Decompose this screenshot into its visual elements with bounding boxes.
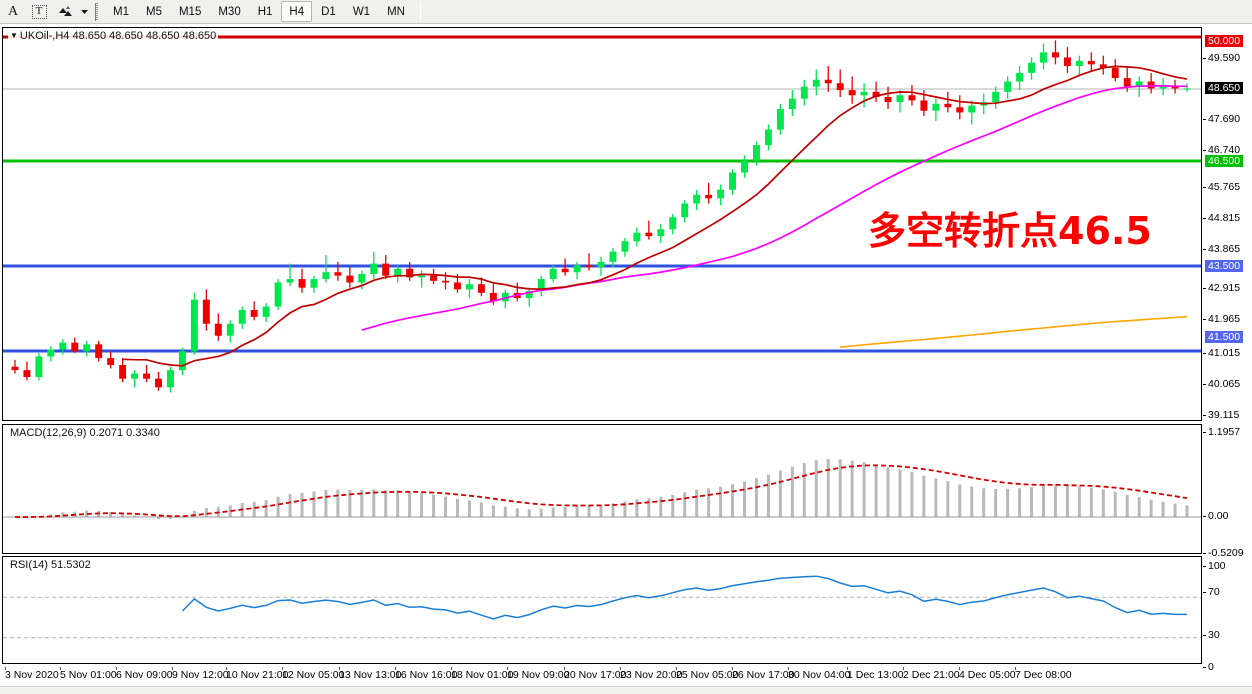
timeframe-w1[interactable]: W1 — [352, 5, 371, 18]
time-tick — [451, 667, 452, 670]
drawing-toolbar: A T M1 M5 M15 M30 H1 H4 D1 W1 MN — [0, 0, 1252, 24]
rsi-line — [181, 575, 1187, 620]
axis-badge-41.500: 41.500 — [1205, 331, 1244, 343]
time-axis-label: 26 Nov 17:00 — [732, 669, 795, 681]
time-tick — [60, 667, 61, 670]
macd-panel[interactable]: MACD(12,26,9) 0.2071 0.3340 — [2, 424, 1202, 554]
time-tick — [395, 667, 396, 670]
time-tick — [676, 667, 677, 670]
time-tick — [116, 667, 117, 670]
time-axis-label: 19 Nov 09:00 — [507, 669, 570, 681]
timeframe-mn[interactable]: MN — [387, 5, 405, 18]
axis-tick-46.740: 46.740 — [1203, 145, 1240, 155]
rsi-panel[interactable]: RSI(14) 51.5302 — [2, 556, 1202, 664]
shapes-icon[interactable] — [52, 1, 78, 23]
macd-panel-header: MACD(12,26,9) 0.2071 0.3340 — [8, 427, 162, 439]
timeframe-m1[interactable]: M1 — [113, 5, 129, 18]
time-tick — [339, 667, 340, 670]
ma-line — [122, 65, 1188, 367]
axis-tick-41.965: 41.965 — [1203, 314, 1240, 324]
axis-tick-43.865: 43.865 — [1203, 244, 1240, 254]
rsi-panel-header: RSI(14) 51.5302 — [8, 559, 93, 571]
price-panel[interactable]: ▼ UKOil-,H4 48.650 48.650 48.650 48.650 — [2, 27, 1202, 421]
price-panel-header: ▼ UKOil-,H4 48.650 48.650 48.650 48.650 — [8, 30, 219, 42]
axis-tick-1.1957: 1.1957 — [1203, 427, 1240, 437]
time-axis-label: 13 Nov 13:00 — [339, 669, 402, 681]
time-axis-label: 7 Dec 08:00 — [1015, 669, 1072, 681]
axis-tick-100: 100 — [1203, 561, 1226, 571]
time-tick — [1015, 667, 1016, 670]
time-tick — [564, 667, 565, 670]
time-axis-label: 6 Nov 09:00 — [116, 669, 173, 681]
axis-badge-46.500: 46.500 — [1205, 155, 1244, 167]
timeframe-h4[interactable]: H4 — [281, 1, 313, 22]
time-axis-label: 3 Nov 2020 — [5, 669, 59, 681]
axis-tick-39.115: 39.115 — [1203, 410, 1239, 420]
time-tick — [959, 667, 960, 670]
axis-badge-43.500: 43.500 — [1205, 260, 1244, 272]
macd-signal-line — [14, 464, 1188, 519]
rsi-axis[interactable]: 100 70 30 0 — [1203, 556, 1252, 672]
timeframe-m30[interactable]: M30 — [218, 5, 241, 18]
time-axis-label: 1 Dec 13:00 — [847, 669, 904, 681]
axis-tick-49.590: 49.590 — [1203, 53, 1240, 63]
chevron-down-icon[interactable] — [78, 1, 90, 23]
status-strip — [0, 686, 1252, 694]
axis-tick-47.690: 47.690 — [1203, 114, 1240, 124]
time-axis-label: 2 Dec 21:00 — [903, 669, 960, 681]
time-axis-label: 16 Nov 16:00 — [395, 669, 458, 681]
text-label-icon[interactable]: A — [7, 3, 19, 19]
time-tick — [788, 667, 789, 670]
time-tick — [5, 667, 6, 670]
time-axis-label: 5 Nov 01:00 — [60, 669, 117, 681]
time-axis-label: 30 Nov 04:00 — [788, 669, 851, 681]
axis-tick-30: 30 — [1203, 630, 1220, 640]
axis-tick-40.065: 40.065 — [1203, 379, 1240, 389]
time-tick — [172, 667, 173, 670]
time-axis-label: 20 Nov 17:00 — [564, 669, 627, 681]
time-tick — [903, 667, 904, 670]
macd-plot — [3, 459, 1201, 520]
time-axis-label: 12 Nov 05:00 — [282, 669, 345, 681]
time-tick — [226, 667, 227, 670]
rsi-plot — [3, 575, 1201, 639]
time-axis-label: 23 Nov 20:00 — [620, 669, 683, 681]
timeframe-d1[interactable]: D1 — [321, 5, 336, 18]
chart-area: ▼ UKOil-,H4 48.650 48.650 48.650 48.650 M… — [0, 25, 1252, 694]
ma-line — [361, 85, 1188, 331]
axis-tick--0.5209: -0.5209 — [1203, 548, 1244, 558]
time-axis-label: 9 Nov 12:00 — [172, 669, 229, 681]
timeframe-h1[interactable]: H1 — [257, 5, 273, 18]
axis-badge-50.000: 50.000 — [1205, 35, 1244, 47]
toolbar-divider — [419, 1, 421, 22]
chart-annotation-text[interactable]: 多空转折点46.5 — [868, 209, 1152, 253]
axis-tick-45.765: 45.765 — [1203, 182, 1240, 192]
ma-line — [840, 315, 1188, 348]
time-tick — [507, 667, 508, 670]
macd-axis[interactable]: 1.1957 0.00 -0.5209 — [1203, 424, 1252, 558]
axis-tick-0: 0 — [1203, 662, 1214, 672]
time-tick — [847, 667, 848, 670]
axis-tick-42.915: 42.915 — [1203, 283, 1240, 293]
axis-tick-44.815: 44.815 — [1203, 213, 1240, 223]
collapse-icon[interactable]: ▼ — [10, 31, 18, 40]
time-tick — [282, 667, 283, 670]
toolbar-grip[interactable] — [95, 2, 102, 22]
time-axis-label: 4 Dec 05:00 — [959, 669, 1016, 681]
axis-badge-48.650: 48.650 — [1205, 82, 1244, 94]
axis-tick-70: 70 — [1203, 587, 1220, 597]
time-axis-label: 10 Nov 21:00 — [226, 669, 289, 681]
timeframe-m15[interactable]: M15 — [178, 5, 202, 18]
price-axis[interactable]: 50.000 49.590 48.650 47.690 46.740 46.500 45.7… — [1203, 27, 1252, 421]
time-axis-label: 25 Nov 05:00 — [676, 669, 739, 681]
time-tick — [732, 667, 733, 670]
axis-tick-41.015: 41.015 — [1203, 348, 1240, 358]
timeframe-m5[interactable]: M5 — [145, 5, 162, 18]
axis-tick-0.00: 0.00 — [1203, 511, 1228, 521]
macd-histogram — [25, 459, 1189, 520]
time-tick — [620, 667, 621, 670]
text-box-icon[interactable]: T — [26, 1, 52, 23]
time-axis-label: 18 Nov 01:00 — [451, 669, 514, 681]
